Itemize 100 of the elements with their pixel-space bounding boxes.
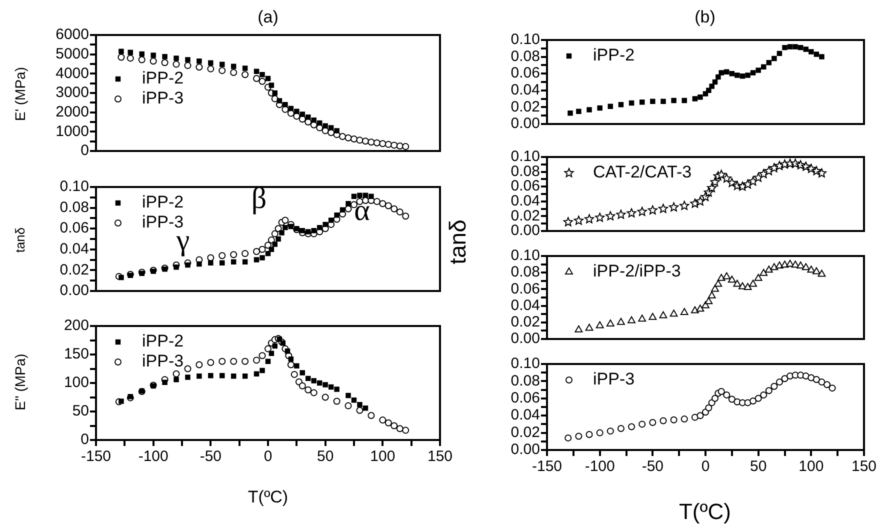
point [584,214,594,224]
y-tick-label: 0.02 [510,314,540,331]
point [328,384,334,390]
point [351,397,357,403]
y-tick-label: 1000 [56,122,89,140]
point [184,365,192,372]
point [322,382,328,388]
point [402,143,410,150]
point [639,100,645,105]
y-tick-label: 0.02 [510,424,540,441]
point [357,402,362,408]
point [207,254,214,262]
y-tick-label: 0.10 [510,355,540,372]
point [402,212,410,220]
point [692,96,698,102]
legend-label: iPP-3 [142,352,184,371]
annotation: β [251,182,267,215]
point [311,228,316,234]
point [322,394,329,401]
point [356,406,364,414]
point [670,310,678,317]
legend-label: iPP-2 [142,332,184,351]
point [310,389,318,396]
point [268,246,274,252]
point [294,108,300,114]
y-tick-label: 150 [64,346,89,363]
point [300,228,306,234]
x-axis-title: T(ºC) [248,488,288,506]
point [628,316,636,324]
point [218,67,226,74]
y-tick-label: 0 [80,431,89,448]
point [754,172,764,182]
point [128,50,134,56]
point [714,280,722,287]
point [340,207,346,212]
y-tick-label: 0.02 [510,98,540,116]
point [659,311,668,318]
point [282,216,289,224]
point [606,428,614,435]
point [808,49,814,54]
point [368,412,375,419]
point [242,374,248,379]
point [576,108,582,114]
point [258,78,266,85]
point [802,372,810,380]
y-tick-label: 200 [64,317,89,334]
point [690,198,700,208]
point [260,255,265,260]
point [218,252,226,260]
point [597,105,602,111]
point [786,260,794,267]
x-tick-label: -150 [80,448,112,466]
point [680,308,688,315]
point [346,201,351,206]
point [328,218,334,223]
legend-label: iPP-2 [593,46,635,65]
point [617,318,625,325]
point [138,56,146,64]
point [728,276,736,283]
point [282,224,288,230]
point [208,372,214,378]
point [368,194,374,199]
y-tick-label: 0.04 [510,192,540,210]
point [306,376,311,382]
y-tick-label: 0.00 [510,115,540,132]
point [288,356,294,362]
point [334,212,340,218]
annotation: α [354,194,370,227]
y-tick-label: 0.10 [60,178,89,196]
point [196,64,203,71]
y-tick-label: 0.00 [510,222,540,240]
point [638,314,646,322]
point [660,98,666,104]
point [279,230,284,236]
point [742,179,753,189]
y-tick-label: 3000 [56,84,89,102]
point [294,363,300,369]
point [616,210,626,219]
point [185,374,190,380]
point [254,371,260,376]
point [344,134,352,142]
point [253,75,260,82]
point [716,74,721,80]
point [264,242,272,249]
y-tick-label: 0.08 [510,48,540,65]
y-tick-label: 100 [64,374,89,392]
point [707,183,717,192]
point [322,123,328,128]
point [373,198,380,206]
point [258,246,266,253]
point [304,386,312,394]
point [708,291,716,298]
point [379,416,386,424]
y-tick-label: 0.10 [510,148,540,166]
y-axis-title: tanδ [12,227,28,253]
y-tick-label: 0.06 [510,390,540,407]
y-tick-label: 0.00 [60,282,89,300]
point [196,374,202,379]
y-axis-title: E' (MPa) [12,66,28,122]
point [118,54,125,61]
